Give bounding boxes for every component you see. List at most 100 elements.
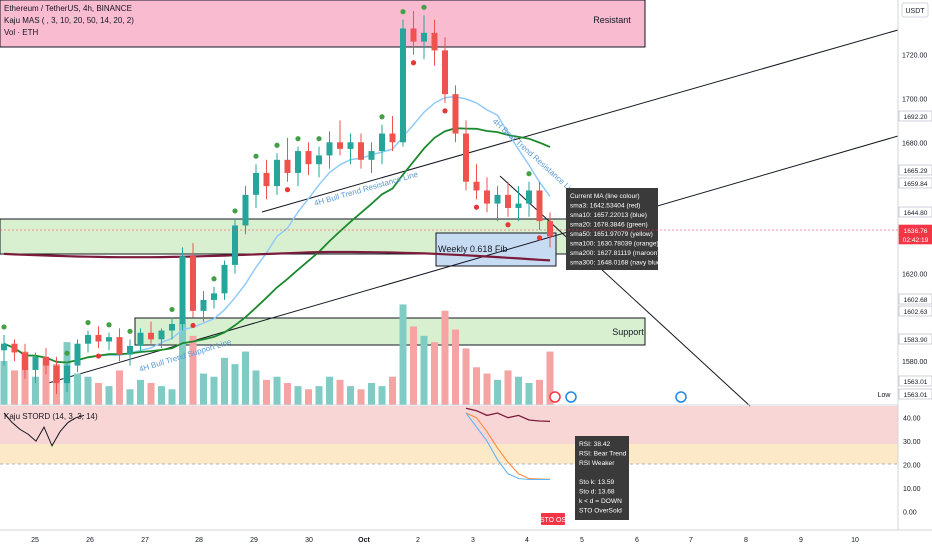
candle [211, 286, 217, 309]
volume-bar [536, 379, 543, 405]
price-badge: 1644.80 [898, 206, 932, 218]
volume-bar [441, 310, 449, 405]
price-badge: 1665.29 [898, 164, 932, 176]
candle [64, 361, 70, 392]
resistant-label: Resistant [593, 15, 631, 25]
signal-dot [442, 108, 448, 114]
volume-bar [137, 379, 144, 405]
sma20-line [3, 127, 551, 364]
signal-dot [232, 208, 238, 214]
candle [11, 339, 18, 362]
time-tick: 3 [471, 537, 475, 544]
rsi-line [465, 407, 551, 423]
ma-info-box [566, 188, 658, 270]
stoch-tick: 20.00 [903, 462, 921, 469]
vol-indicator-title: Vol · ETH [4, 28, 38, 37]
volume-bar [410, 326, 417, 405]
ma-info-line: sma300: 1648.0168 (navy blue) [570, 260, 663, 267]
volume-bar [431, 342, 438, 405]
candle [232, 218, 238, 274]
signal-dot [1, 324, 7, 330]
candle [43, 348, 49, 375]
candle [295, 146, 301, 187]
candle [316, 146, 322, 178]
candle [347, 133, 354, 165]
ma-info-line: Current MA (line colour) [570, 193, 640, 200]
candle [452, 85, 459, 143]
time-tick: 26 [86, 537, 94, 544]
stoch-tick: 10.00 [903, 486, 921, 493]
resistant-zone [0, 0, 646, 48]
signal-dot [316, 136, 322, 142]
time-tick: 8 [744, 537, 748, 544]
volume-bar [179, 323, 186, 405]
candle [253, 164, 259, 208]
volume-bars [0, 304, 554, 405]
candle [442, 37, 448, 103]
currency-button[interactable] [901, 2, 929, 18]
stoch-overbought-band [0, 406, 898, 444]
bull-trend-resistance-line[interactable] [261, 29, 899, 213]
signal-dot [536, 235, 543, 241]
time-tick: 4 [525, 537, 529, 544]
volume-bar [546, 351, 554, 405]
candle [200, 291, 207, 322]
signal-dot [64, 350, 70, 356]
candle [116, 328, 123, 362]
event-icon[interactable] [675, 391, 687, 403]
price-axis[interactable] [898, 0, 932, 550]
volume-bar [263, 379, 270, 405]
time-tick: 29 [250, 537, 258, 544]
time-tick: 2 [416, 537, 420, 544]
candle [53, 356, 60, 395]
candle [190, 243, 196, 318]
bull-trend-support-line[interactable] [44, 135, 899, 385]
stoch-info-box [575, 436, 629, 520]
volume-bar [147, 383, 155, 405]
candle [431, 19, 438, 66]
time-tick: 10 [851, 537, 859, 544]
candle [274, 153, 280, 195]
volume-bar [399, 304, 407, 405]
support-label: Support [612, 327, 644, 337]
svg-text:1665.29: 1665.29 [904, 168, 928, 175]
event-icon[interactable] [565, 391, 577, 403]
candle [221, 260, 228, 300]
candle [368, 142, 375, 173]
candle [379, 124, 385, 165]
bear-trend-resistance-label: 4H Bear Trend Resistance Line [491, 117, 580, 198]
price-tick: 1680.00 [902, 140, 927, 147]
volume-bar [210, 376, 218, 405]
candle [32, 352, 39, 384]
event-icon[interactable] [549, 391, 561, 403]
signal-dot [85, 319, 91, 326]
candle [484, 177, 490, 213]
candle [137, 328, 144, 353]
volume-bar [84, 376, 92, 405]
volume-bar [42, 357, 50, 405]
volume-bar [273, 376, 281, 405]
volume-bar [494, 379, 501, 405]
candle [158, 328, 165, 349]
candle [326, 131, 333, 169]
volume-bar [105, 386, 113, 405]
volume-bar [189, 335, 197, 405]
price-badge: 02:42:19 [898, 233, 932, 245]
signal-dot [400, 9, 406, 15]
price-badges: 1692.20 1665.29 1659.84 1644.80 1636.76 02:42… [0, 110, 932, 400]
sto-os-badge [541, 513, 565, 525]
moving-averages [3, 96, 551, 364]
signal-dot [505, 222, 511, 228]
svg-text:1636.76: 1636.76 [904, 228, 928, 235]
volume-bar [326, 376, 333, 405]
volume-bar [242, 351, 249, 405]
candle [358, 133, 364, 169]
low-label: Low [878, 392, 892, 399]
time-axis[interactable]: 25 26 27 28 29 30 Oct 2 3 4 5 6 7 8 9 10 [31, 537, 859, 544]
svg-text:1602.68: 1602.68 [904, 297, 928, 304]
price-tick: 1700.00 [902, 97, 927, 104]
volume-bar [483, 373, 491, 405]
volume-bar [0, 361, 8, 405]
